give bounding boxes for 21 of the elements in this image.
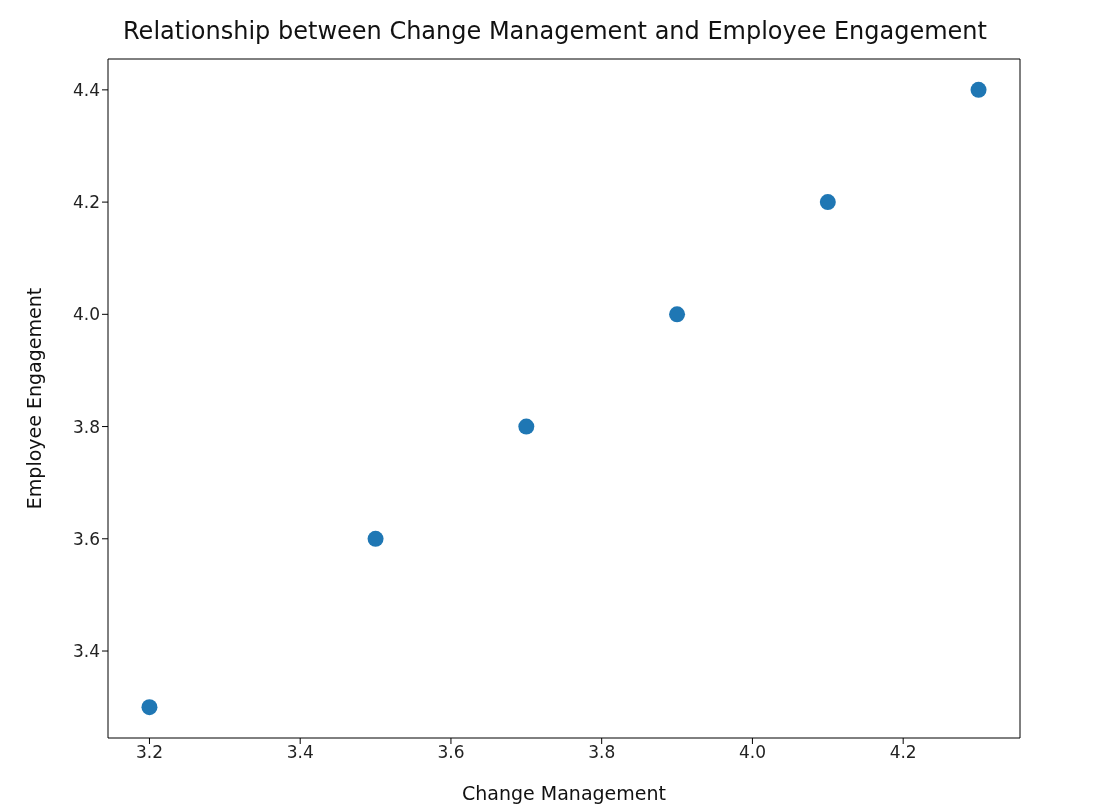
x-tick-label: 4.2 (889, 742, 917, 763)
y-axis-title: Employee Engagement (22, 287, 45, 510)
point (819, 194, 836, 211)
point (669, 306, 686, 323)
point (518, 418, 535, 435)
y-tick-label: 4.0 (72, 304, 100, 325)
x-tick-label: 4.0 (738, 742, 766, 763)
y-tick-label: 3.4 (72, 641, 100, 662)
point (367, 530, 384, 547)
y-tick-label: 4.4 (72, 79, 100, 100)
point (970, 81, 987, 98)
y-tick-label: 3.6 (72, 528, 100, 549)
x-tick-label: 3.2 (135, 742, 163, 763)
x-tick-label: 3.4 (286, 742, 314, 763)
y-tick-label: 4.2 (72, 192, 100, 213)
chart-title: Relationship between Change Management and Employee Engagement (122, 16, 988, 47)
y-tick-label: 3.8 (72, 416, 100, 437)
x-axis-title: Change Management (462, 782, 666, 804)
x-tick-label: 3.6 (437, 742, 465, 763)
point (141, 699, 158, 716)
x-tick-label: 3.8 (588, 742, 616, 763)
